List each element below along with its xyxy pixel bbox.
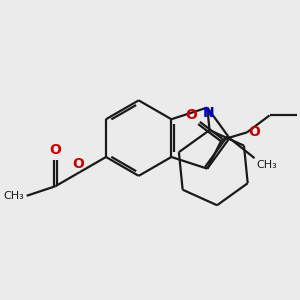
Text: CH₃: CH₃ (3, 191, 24, 201)
Text: O: O (186, 108, 198, 122)
Text: O: O (248, 125, 260, 140)
Text: O: O (50, 143, 61, 157)
Text: CH₃: CH₃ (256, 160, 277, 170)
Text: N: N (203, 106, 214, 120)
Text: O: O (73, 157, 85, 171)
